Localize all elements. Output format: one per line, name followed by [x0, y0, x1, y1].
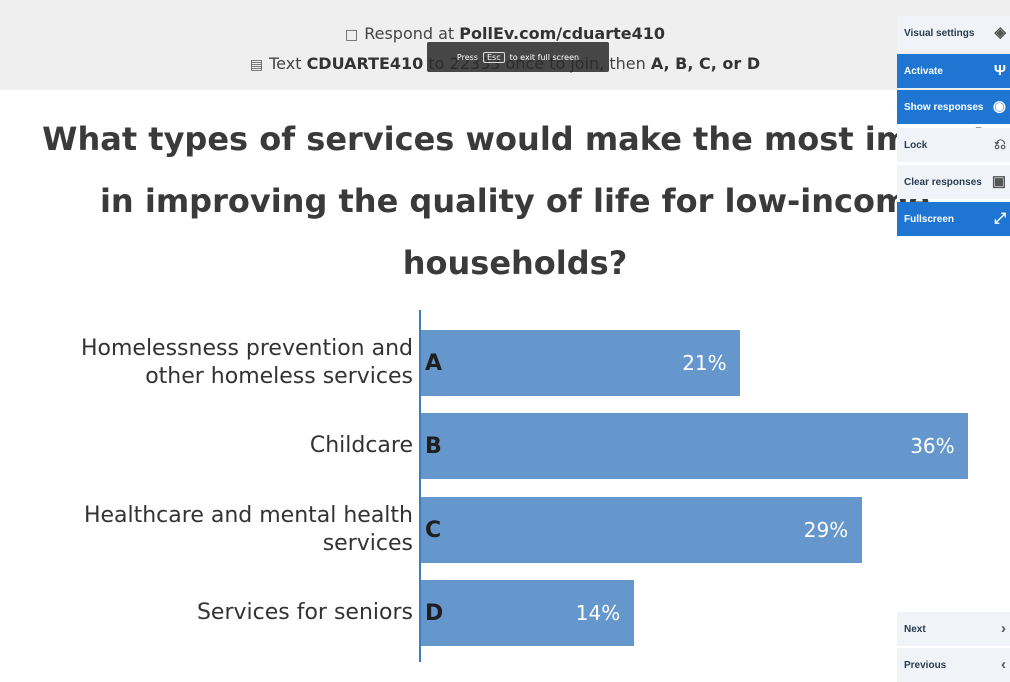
category-label-d: Services for seniors — [20, 580, 413, 646]
category-label-a: Homelessness prevention and other homeles… — [20, 330, 413, 396]
clear-responses-button[interactable]: Clear responses ▣ — [897, 165, 1010, 199]
respond-prefix: Respond at — [364, 24, 455, 43]
fullscreen-button[interactable]: Fullscreen ⤢ — [897, 202, 1010, 236]
expand-icon: ⤢ — [993, 210, 1006, 227]
antenna-icon: Ψ — [993, 62, 1006, 79]
text-code: CDUARTE410 — [306, 54, 424, 73]
activate-button[interactable]: Activate Ψ — [897, 54, 1010, 88]
bar-d — [421, 580, 634, 646]
bar-letter-d: D — [425, 600, 444, 626]
bar-b — [421, 413, 969, 479]
previous-button[interactable]: Previous ‹ — [897, 648, 1010, 682]
monitor-icon: □ — [344, 27, 359, 43]
show-responses-label: Show responses — [904, 101, 984, 113]
next-label: Next — [904, 623, 926, 635]
bar-value-label-d: 14% — [575, 601, 621, 625]
bar-value-label-c: 29% — [803, 518, 849, 542]
bar-c — [421, 497, 862, 563]
message-icon: ▤ — [249, 57, 264, 73]
lock-button[interactable]: Lock ⎌ — [897, 128, 1010, 162]
results-chart: A 21% Homelessness prevention and other hom… — [0, 310, 1010, 670]
category-label-line: Childcare — [309, 433, 413, 458]
poll-question: What types of services would make the mo… — [42, 120, 988, 282]
lock-label: Lock — [904, 139, 928, 151]
fullscreen-label: Fullscreen — [904, 213, 955, 225]
chevron-left-icon: ‹ — [1001, 656, 1006, 673]
toast-post: to exit full screen — [509, 52, 580, 62]
palette-icon: ◈ — [994, 24, 1006, 41]
clear-responses-label: Clear responses — [904, 176, 982, 188]
category-label-c: Healthcare and mental health services — [20, 497, 413, 563]
control-panel: Visual settings ◈ Activate Ψ Show respon… — [897, 0, 1010, 682]
show-responses-button[interactable]: Show responses ◉ — [897, 90, 1010, 124]
esc-key: Esc — [482, 51, 505, 63]
category-label-line: Homelessness prevention and — [80, 336, 413, 361]
bar-letter-b: B — [425, 433, 442, 459]
visual-settings-label: Visual settings — [904, 27, 975, 39]
eye-icon: ◉ — [992, 98, 1006, 115]
fullscreen-toast: Press Esc to exit full screen — [427, 42, 609, 72]
bar-letter-c: C — [425, 517, 442, 543]
bar-value-label-b: 36% — [910, 434, 955, 458]
category-label-b: Childcare — [20, 413, 413, 479]
visual-settings-button[interactable]: Visual settings ◈ — [897, 16, 1010, 50]
bar-value-label-a: 21% — [682, 351, 727, 375]
previous-label: Previous — [904, 659, 947, 671]
bar-letter-a: A — [425, 350, 443, 376]
respond-instruction: □ Respond at PollEv.com/cduarte410 — [0, 24, 1010, 43]
category-label-line: other homeless services — [145, 364, 413, 389]
next-button[interactable]: Next › — [897, 612, 1010, 646]
poll-url[interactable]: PollEv.com/cduarte410 — [459, 24, 666, 43]
category-label-line: Services for seniors — [196, 600, 413, 625]
bar-a — [421, 330, 741, 396]
chevron-right-icon: › — [1001, 620, 1006, 637]
activate-label: Activate — [904, 65, 943, 77]
text-prefix: Text — [269, 54, 302, 73]
trash-icon: ▣ — [991, 173, 1006, 190]
text-options: A, B, C, or D — [650, 54, 761, 73]
category-label-line: Healthcare and mental health — [83, 503, 413, 528]
toast-pre: Press — [456, 52, 478, 62]
chart-axis-line — [419, 310, 421, 662]
category-label-line: services — [322, 531, 413, 556]
lock-icon: ⎌ — [993, 136, 1006, 153]
